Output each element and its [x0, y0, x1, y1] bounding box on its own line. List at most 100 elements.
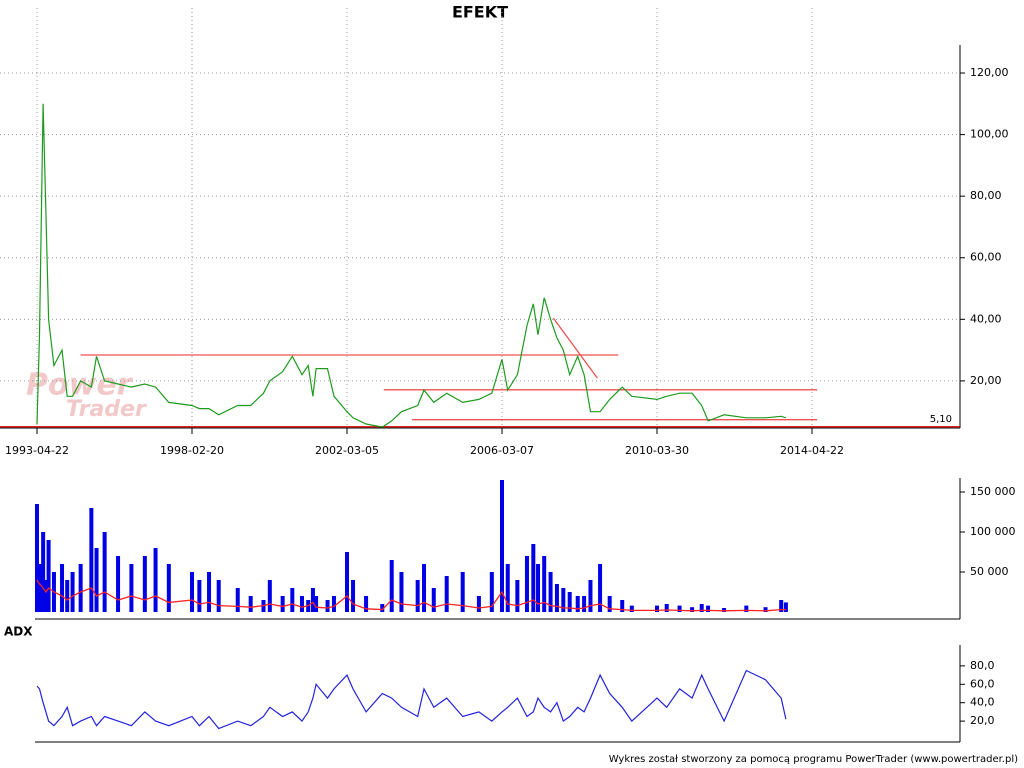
y-tick-label: 120,00: [970, 66, 1009, 79]
volume-bar: [70, 572, 75, 612]
volume-bar: [783, 602, 788, 612]
trend-line: [552, 317, 598, 379]
volume-bar: [43, 580, 48, 612]
volume-average: [36, 579, 786, 612]
volume-bar: [35, 504, 39, 612]
price-line: [36, 103, 787, 428]
volume-bar: [664, 604, 669, 612]
x-tick-label: 2006-03-07: [470, 444, 534, 457]
volume-bar: [142, 556, 147, 612]
volume-bar: [166, 564, 171, 612]
volume-bar: [65, 580, 70, 612]
volume-bar: [561, 588, 566, 612]
volume-bar: [567, 592, 572, 612]
volume-bar: [37, 564, 42, 612]
chart-title: EFEKT: [452, 3, 508, 22]
volume-bar: [331, 596, 336, 612]
volume-bar: [531, 544, 536, 612]
y-tick-label: 40,0: [970, 696, 995, 709]
volume-bar: [722, 608, 727, 612]
y-tick-label: 20,00: [970, 374, 1002, 387]
x-tick-label: 2010-03-30: [625, 444, 689, 457]
volume-bar: [677, 605, 682, 612]
volume-bar: [190, 572, 194, 612]
y-tick-label: 100 000: [970, 525, 1016, 538]
volume-bar: [690, 607, 695, 612]
volume-bar: [620, 600, 625, 612]
volume-bar: [280, 596, 285, 612]
volume-bar: [153, 548, 158, 612]
volume-bar: [207, 572, 212, 612]
volume-bar: [364, 596, 369, 612]
volume-bar: [351, 580, 356, 612]
volume-bar: [267, 580, 272, 612]
volume-bar: [699, 604, 704, 612]
volume-bar: [102, 532, 107, 612]
y-tick-label: 100,00: [970, 128, 1009, 141]
volume-bar: [505, 564, 510, 612]
volume-bar: [345, 552, 349, 612]
volume-bar: [554, 584, 559, 612]
volume-bar: [607, 596, 612, 612]
volume-bar: [46, 540, 51, 612]
volume-bar: [588, 580, 593, 612]
volume-bar: [235, 588, 240, 612]
volume-bar: [116, 556, 121, 612]
volume-bar: [290, 588, 295, 612]
volume-bar: [399, 572, 404, 612]
y-tick-label: 80,0: [970, 659, 995, 672]
volume-bar: [216, 580, 221, 612]
volume-bar: [598, 564, 603, 612]
volume-bar: [314, 596, 319, 612]
volume-bar: [78, 564, 83, 612]
volume-bar: [310, 588, 315, 612]
volume-bar: [41, 532, 46, 612]
watermark: Power: [26, 368, 134, 403]
volume-bar: [380, 604, 385, 612]
panel-title: ADX: [4, 625, 33, 639]
footer: Wykres został stworzony za pomocą progra…: [609, 754, 1018, 765]
volume-bar: [744, 605, 749, 612]
y-tick-label: 40,00: [970, 312, 1002, 325]
volume-bar: [89, 508, 94, 612]
volume-bar: [542, 556, 547, 612]
volume-bar: [460, 572, 465, 612]
volume-bar: [536, 564, 541, 612]
volume-bar: [94, 548, 99, 612]
volume-bar: [582, 596, 587, 612]
volume-bar: [422, 564, 427, 612]
volume-bar: [575, 596, 580, 612]
volume-bar: [500, 480, 504, 612]
x-tick-label: 1998-02-20: [160, 444, 224, 457]
price-line: [36, 669, 787, 730]
volume-bar: [129, 564, 134, 612]
y-tick-label: 20,0: [970, 714, 995, 727]
volume-bar: [548, 572, 553, 612]
volume-bar: [197, 580, 202, 612]
volume-bar: [655, 605, 659, 612]
volume-bar: [629, 605, 634, 612]
last-price-label: 5,10: [930, 414, 952, 425]
y-tick-label: 150 000: [970, 485, 1016, 498]
y-tick-label: 60,0: [970, 677, 995, 690]
volume-bar: [299, 596, 304, 612]
volume-bar: [706, 605, 711, 612]
y-tick-label: 60,00: [970, 251, 1002, 264]
x-tick-label: 2014-04-22: [780, 444, 844, 457]
volume-bar: [248, 596, 253, 612]
x-tick-label: 2002-03-05: [315, 444, 379, 457]
volume-bar: [431, 588, 436, 612]
volume-bar: [515, 580, 520, 612]
volume-bar: [60, 564, 65, 612]
x-tick-label: 1993-04-22: [5, 444, 69, 457]
volume-bar: [476, 596, 481, 612]
y-tick-label: 80,00: [970, 189, 1002, 202]
volume-bar: [325, 600, 330, 612]
volume-bar: [524, 556, 529, 612]
volume-bar: [389, 560, 394, 612]
y-tick-label: 50 000: [970, 565, 1009, 578]
volume-bar: [444, 576, 449, 612]
watermark: Trader: [66, 397, 147, 422]
volume-bar: [415, 580, 420, 612]
